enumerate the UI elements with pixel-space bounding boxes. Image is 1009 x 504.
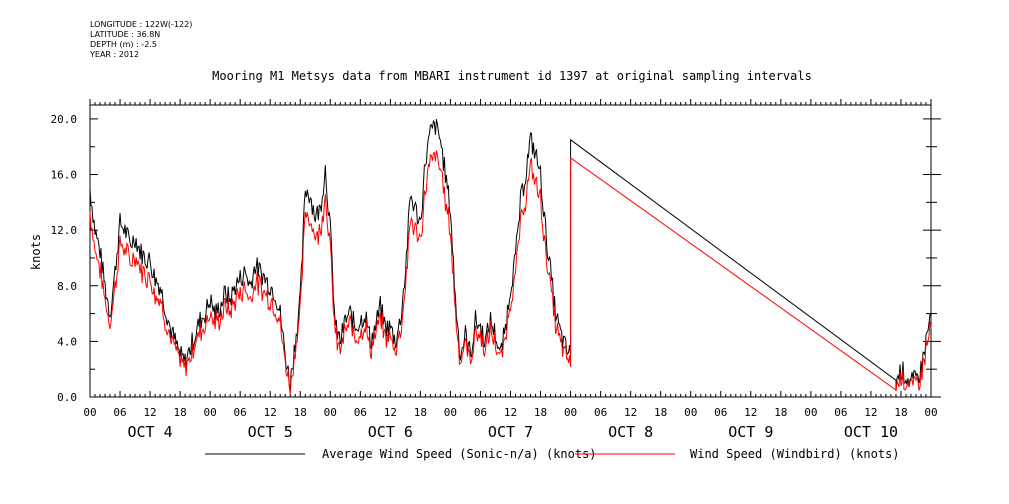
x-tick-label: 00 (204, 406, 217, 419)
x-tick-label: 06 (354, 406, 367, 419)
day-label: OCT 8 (608, 423, 653, 441)
x-tick-label: 06 (594, 406, 607, 419)
x-tick-label: 00 (924, 406, 937, 419)
x-tick-label: 00 (684, 406, 697, 419)
y-tick-label: 8.0 (57, 280, 77, 293)
y-tick-label: 16.0 (51, 169, 78, 182)
x-tick-label: 12 (864, 406, 877, 419)
x-tick-label: 18 (894, 406, 907, 419)
metadata-block: LONGITUDE : 122W(-122) LATITUDE : 36.8N … (90, 20, 192, 60)
year-text: YEAR : 2012 (90, 50, 140, 59)
day-label: OCT 6 (368, 423, 413, 441)
x-tick-label: 12 (744, 406, 757, 419)
line-average-sonic (89, 119, 932, 392)
x-tick-label: 12 (143, 406, 156, 419)
x-tick-label: 18 (654, 406, 667, 419)
x-tick-label: 06 (234, 406, 247, 419)
x-tick-label: 06 (834, 406, 847, 419)
y-tick-label: 4.0 (57, 335, 77, 348)
day-label: OCT 7 (488, 423, 533, 441)
plot-frame (89, 104, 932, 398)
longitude-text: LONGITUDE : 122W(-122) (90, 20, 193, 29)
day-label: OCT 10 (844, 423, 898, 441)
x-tick-label: 18 (774, 406, 787, 419)
day-label: OCT 9 (728, 423, 773, 441)
y-tick-label: 0.0 (57, 391, 77, 404)
depth-text: DEPTH (m) : -2.5 (90, 40, 157, 49)
legend-label-red: Wind Speed (Windbird) (knots) (690, 447, 900, 461)
x-tick-label: 00 (444, 406, 457, 419)
x-tick-label: 06 (474, 406, 487, 419)
x-tick-label: 00 (804, 406, 817, 419)
x-tick-label: 12 (384, 406, 397, 419)
series-average-wind-speed (89, 119, 932, 392)
chart-title: Mooring M1 Metsys data from MBARI instru… (212, 69, 812, 83)
legend-label-black: Average Wind Speed (Sonic-n/a) (knots) (322, 447, 597, 461)
x-tick-label: 12 (624, 406, 637, 419)
line-windbird (89, 150, 932, 395)
x-tick-label: 12 (264, 406, 277, 419)
x-tick-label: 00 (83, 406, 96, 419)
y-tick-label: 12.0 (51, 224, 78, 237)
legend: Average Wind Speed (Sonic-n/a) (knots) W… (205, 447, 900, 461)
x-tick-label: 00 (324, 406, 337, 419)
x-tick-label: 00 (564, 406, 577, 419)
y-tick-label: 20.0 (51, 113, 78, 126)
day-label: OCT 5 (248, 423, 293, 441)
x-tick-label: 18 (414, 406, 427, 419)
x-tick-label: 18 (534, 406, 547, 419)
series-windbird-wind-speed (89, 150, 932, 395)
x-tick-label: 12 (504, 406, 517, 419)
day-label: OCT 4 (127, 423, 172, 441)
latitude-text: LATITUDE : 36.8N (90, 30, 161, 39)
x-tick-label: 06 (714, 406, 727, 419)
y-axis-label: knots (29, 234, 43, 270)
x-tick-label: 18 (294, 406, 307, 419)
x-tick-label: 06 (113, 406, 126, 419)
axes-group: 00 06 12 18 00 06 12 18 00 06 12 18 00 06 12 18 00 06 12 18… (51, 99, 941, 441)
x-tick-label: 18 (173, 406, 186, 419)
